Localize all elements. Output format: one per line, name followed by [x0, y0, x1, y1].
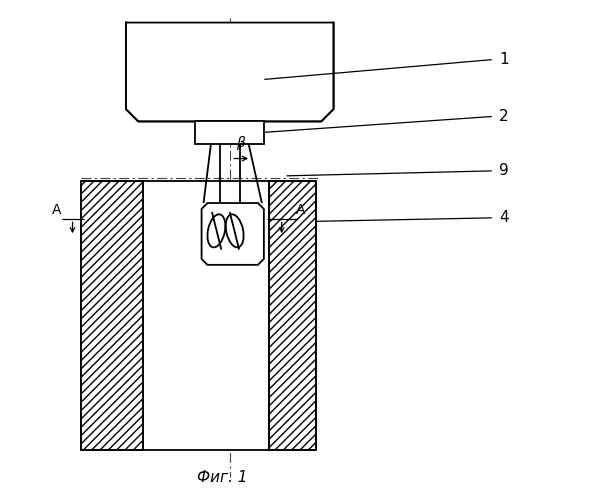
Bar: [195, 122, 264, 144]
Bar: [81, 181, 144, 450]
Text: 1: 1: [499, 52, 509, 67]
Ellipse shape: [208, 214, 225, 248]
Bar: [269, 181, 316, 450]
Polygon shape: [202, 203, 264, 265]
Text: 9: 9: [499, 164, 509, 178]
Ellipse shape: [226, 214, 244, 248]
Text: A: A: [296, 203, 305, 217]
Polygon shape: [126, 22, 334, 122]
Text: A: A: [52, 203, 62, 217]
Text: 2: 2: [499, 109, 509, 124]
Text: Фиг. 1: Фиг. 1: [197, 470, 248, 485]
Text: $\beta$: $\beta$: [236, 134, 247, 152]
Bar: [144, 181, 269, 450]
Text: 4: 4: [499, 210, 509, 226]
